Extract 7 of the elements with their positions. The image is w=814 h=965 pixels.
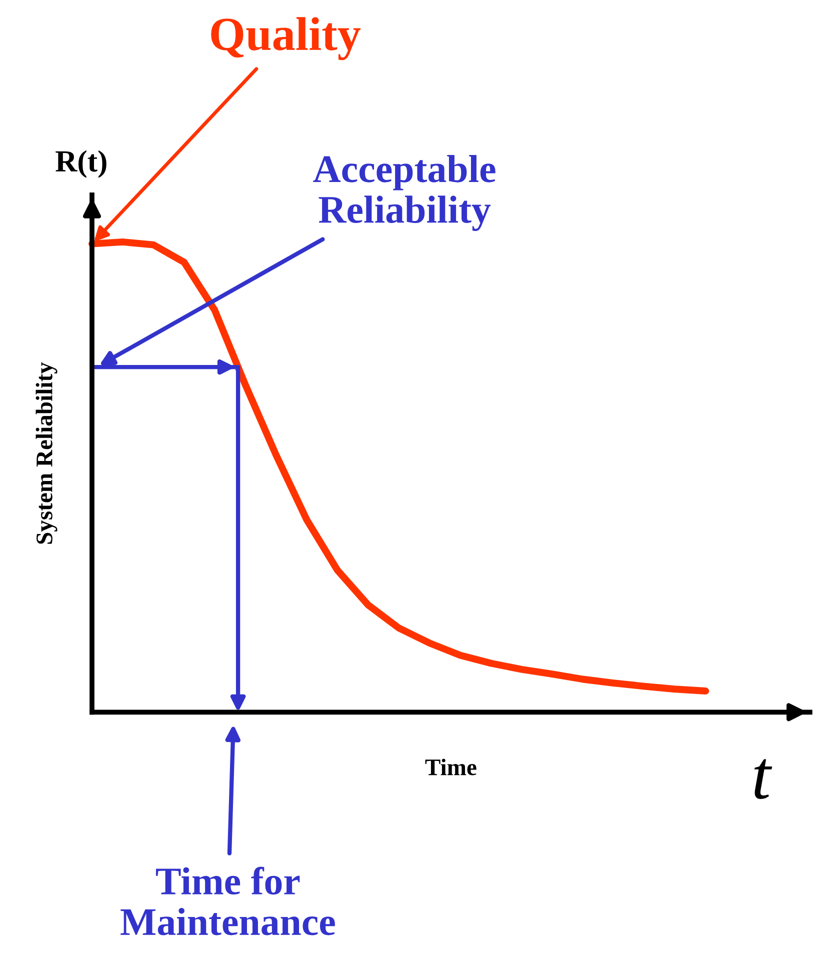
text: Quality <box>211 17 361 60</box>
ref-line-label: Acceptable Reliability <box>313 154 496 232</box>
x-axis-title: Time <box>425 758 476 776</box>
text: Time for Maintenance <box>120 866 335 936</box>
y-axis-title: System Reliability <box>36 362 58 544</box>
text: R(t) <box>56 150 106 178</box>
text: t <box>754 759 772 800</box>
